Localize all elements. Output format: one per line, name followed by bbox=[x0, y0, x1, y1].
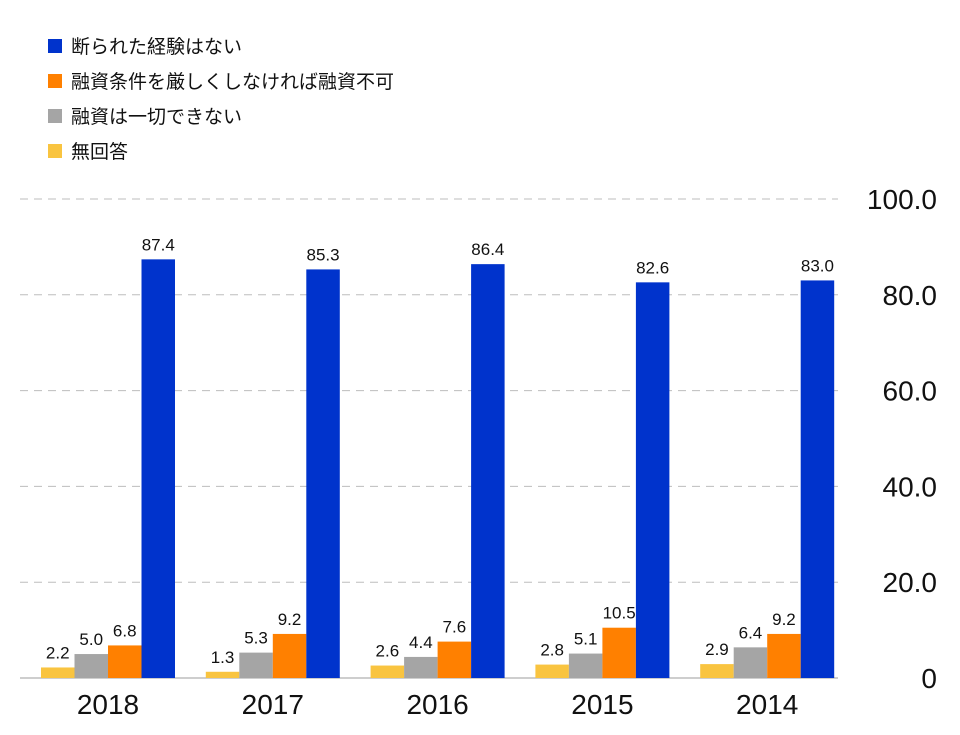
bar bbox=[767, 633, 801, 678]
bar bbox=[108, 645, 142, 678]
legend-label: 断られた経験はない bbox=[71, 36, 243, 58]
bar bbox=[141, 259, 175, 678]
y-tick-label: 60.0 bbox=[883, 376, 938, 407]
data-label: 5.0 bbox=[79, 630, 103, 649]
x-tick-label: 2016 bbox=[406, 689, 468, 720]
legend-item-no-financing: 融資は一切できない bbox=[48, 98, 394, 133]
x-tick-label: 2017 bbox=[242, 689, 304, 720]
bar bbox=[306, 269, 340, 678]
bar bbox=[205, 671, 240, 678]
bar bbox=[700, 664, 734, 678]
bar bbox=[272, 633, 307, 678]
bar bbox=[602, 627, 636, 678]
bar bbox=[635, 282, 670, 678]
legend-item-no-answer: 無回答 bbox=[48, 133, 394, 168]
data-label: 86.4 bbox=[471, 240, 504, 259]
x-tick-label: 2015 bbox=[571, 689, 633, 720]
y-tick-label: 100.0 bbox=[867, 184, 937, 215]
x-tick-label: 2014 bbox=[736, 689, 798, 720]
bar bbox=[568, 653, 603, 678]
data-label: 9.2 bbox=[278, 610, 302, 629]
data-label: 1.3 bbox=[211, 648, 235, 667]
bar bbox=[41, 667, 75, 678]
bar bbox=[800, 280, 835, 678]
legend-label: 融資条件を厳しくしなければ融資不可 bbox=[71, 71, 395, 93]
legend-swatch bbox=[48, 73, 62, 88]
data-label: 2.2 bbox=[46, 643, 70, 662]
y-tick-label: 0 bbox=[921, 663, 937, 694]
legend-swatch bbox=[48, 108, 62, 123]
legend: 断られた経験はない 融資条件を厳しくしなければ融資不可 融資は一切できない 無回… bbox=[48, 28, 394, 168]
data-label: 10.5 bbox=[603, 604, 636, 623]
data-label: 9.2 bbox=[772, 610, 796, 629]
data-label: 6.4 bbox=[739, 623, 763, 642]
legend-label: 融資は一切できない bbox=[71, 106, 243, 128]
data-label: 7.6 bbox=[443, 618, 467, 637]
bar bbox=[471, 264, 505, 678]
data-label: 5.1 bbox=[574, 630, 598, 649]
data-label: 82.6 bbox=[636, 258, 669, 277]
bar bbox=[535, 664, 569, 678]
legend-label: 無回答 bbox=[71, 141, 129, 163]
bar bbox=[733, 647, 768, 678]
data-label: 2.6 bbox=[376, 642, 400, 661]
legend-swatch bbox=[48, 38, 62, 53]
legend-item-stricter-conditions: 融資条件を厳しくしなければ融資不可 bbox=[48, 63, 394, 98]
data-label: 4.4 bbox=[409, 633, 433, 652]
data-label: 2.8 bbox=[540, 641, 564, 660]
data-label: 2.9 bbox=[705, 640, 729, 659]
x-tick-label: 2018 bbox=[77, 689, 139, 720]
legend-item-no-refusal: 断られた経験はない bbox=[48, 28, 394, 63]
data-label: 83.0 bbox=[801, 256, 834, 275]
bar bbox=[404, 656, 438, 678]
data-label: 6.8 bbox=[113, 621, 137, 640]
bar bbox=[437, 641, 472, 678]
y-tick-label: 40.0 bbox=[883, 471, 938, 502]
legend-swatch bbox=[48, 143, 62, 158]
bar bbox=[370, 665, 405, 678]
bar bbox=[239, 652, 273, 678]
bar bbox=[74, 654, 108, 678]
data-label: 85.3 bbox=[307, 245, 340, 264]
data-label: 5.3 bbox=[244, 629, 268, 648]
y-tick-label: 80.0 bbox=[883, 280, 938, 311]
y-tick-label: 20.0 bbox=[883, 567, 938, 598]
data-label: 87.4 bbox=[142, 235, 175, 254]
